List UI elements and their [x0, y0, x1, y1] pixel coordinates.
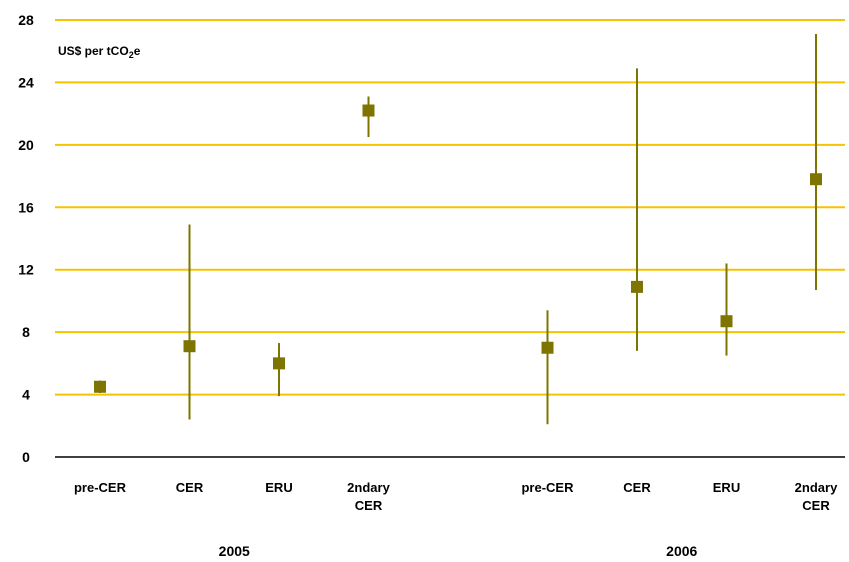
category-label: pre-CER: [521, 480, 574, 495]
value-marker: [631, 280, 643, 293]
value-marker: [273, 357, 285, 370]
category-label: pre-CER: [74, 480, 127, 495]
category-label: CER: [355, 498, 383, 513]
year-label: 2005: [219, 543, 250, 559]
category-labels: pre-CER CER ERU 2ndary CER pre-CER CER ERU 2ndar…: [74, 480, 838, 513]
category-label: ERU: [265, 480, 292, 495]
y-tick-label: 16: [18, 199, 34, 215]
value-marker: [183, 340, 196, 353]
category-label: ERU: [713, 480, 740, 495]
category-label: CER: [623, 480, 651, 495]
year-group-labels: 2005 2006: [219, 543, 698, 559]
value-marker: [362, 104, 375, 117]
category-label: CER: [802, 498, 830, 513]
category-label: 2ndary: [347, 480, 390, 495]
y-tick-label: 20: [18, 137, 34, 153]
value-marker: [541, 341, 554, 354]
gridlines: [55, 19, 845, 396]
year-label: 2006: [666, 543, 697, 559]
y-tick-label: 12: [18, 262, 34, 278]
data-series: [94, 34, 822, 425]
value-marker: [720, 315, 733, 328]
y-tick-label: 4: [22, 387, 30, 403]
value-marker: [810, 173, 822, 186]
y-tick-label: 8: [22, 324, 30, 340]
unit-label: US$ per tCO2e: [58, 44, 141, 60]
value-marker: [94, 380, 106, 393]
y-tick-label: 24: [18, 74, 34, 90]
y-tick-label: 28: [18, 12, 34, 28]
y-tick-labels: 0 4 8 12 16 20 24 28: [18, 12, 34, 465]
category-label: 2ndary: [795, 480, 838, 495]
category-label: CER: [176, 480, 204, 495]
y-tick-label: 0: [22, 449, 30, 465]
